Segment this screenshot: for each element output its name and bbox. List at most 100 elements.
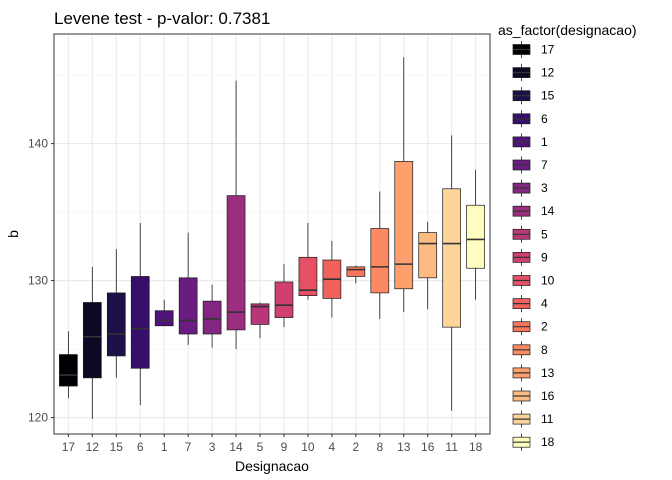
x-tick-label: 11 <box>445 440 458 454</box>
legend-item-18: 18 <box>512 433 555 451</box>
box-8 <box>370 191 390 319</box>
box-body <box>346 266 366 277</box>
legend-item-10: 10 <box>512 272 555 289</box>
legend-label: 12 <box>541 66 555 80</box>
box-17 <box>59 331 78 399</box>
x-tick-label: 8 <box>376 440 383 454</box>
box-body <box>418 232 438 279</box>
legend-label: 15 <box>541 89 555 103</box>
x-tick-label: 6 <box>137 440 144 454</box>
legend-item-17: 17 <box>512 41 555 58</box>
legend-label: 3 <box>541 181 548 195</box>
legend-item-12: 12 <box>512 64 555 82</box>
x-tick-label: 2 <box>353 440 360 454</box>
legend-item-8: 8 <box>512 341 548 359</box>
box-3 <box>202 284 222 348</box>
box-body <box>178 277 198 335</box>
box-body <box>82 302 102 379</box>
x-tick-label: 5 <box>257 440 264 454</box>
box-2 <box>346 265 366 284</box>
legend: as_factor(designacao) 171215617314591042… <box>498 22 637 451</box>
legend-item-7: 7 <box>512 156 548 174</box>
box-body <box>394 161 414 290</box>
box-body <box>202 300 222 335</box>
y-tick-label: 120 <box>28 411 48 425</box>
box-body <box>466 204 485 269</box>
legend-item-6: 6 <box>512 110 548 128</box>
box-10 <box>298 223 318 300</box>
box-body <box>154 310 174 327</box>
box-1 <box>154 299 174 327</box>
x-tick-label: 16 <box>421 440 435 454</box>
legend-item-9: 9 <box>512 248 548 266</box>
box-body <box>298 256 318 296</box>
legend-item-5: 5 <box>512 225 548 243</box>
y-tick-label: 130 <box>28 274 48 288</box>
x-tick-label: 12 <box>86 440 100 454</box>
legend-item-15: 15 <box>512 87 555 105</box>
x-axis: 17 12 15 6 1 7 3 14 5 9 10 4 2 8 13 16 11 18 <box>62 434 483 454</box>
box-15 <box>106 249 126 378</box>
legend-label: 18 <box>541 435 555 449</box>
legend-label: 2 <box>541 320 548 334</box>
legend-label: 1 <box>541 135 548 149</box>
y-axis: 120 130 140 <box>28 137 54 425</box>
box-11 <box>442 135 462 411</box>
legend-label: 6 <box>541 112 548 126</box>
box-body <box>59 354 78 387</box>
legend-label: 10 <box>541 274 555 288</box>
box-4 <box>322 240 342 318</box>
box-body <box>130 276 150 369</box>
legend-item-16: 16 <box>512 387 555 405</box>
x-axis-title: Designacao <box>235 458 309 474</box>
legend-item-4: 4 <box>512 295 548 313</box>
legend-title: as_factor(designacao) <box>498 22 637 38</box>
x-tick-label: 14 <box>229 440 243 454</box>
box-body <box>274 281 294 318</box>
plot-panel <box>53 33 491 435</box>
chart-title: Levene test - p-valor: 0.7381 <box>54 9 270 28</box>
box-body <box>442 188 462 328</box>
box-13 <box>394 57 414 313</box>
legend-label: 5 <box>541 227 548 241</box>
box-12 <box>82 266 102 419</box>
x-tick-label: 18 <box>469 440 483 454</box>
box-5 <box>250 302 270 339</box>
legend-item-3: 3 <box>512 179 548 197</box>
legend-label: 14 <box>541 204 555 218</box>
box-18 <box>466 169 485 300</box>
boxes-group <box>59 57 485 419</box>
legend-label: 17 <box>541 43 555 57</box>
box-6 <box>130 223 150 406</box>
legend-label: 9 <box>541 250 548 264</box>
box-body <box>370 228 390 294</box>
x-tick-label: 10 <box>301 440 315 454</box>
x-tick-label: 7 <box>185 440 192 454</box>
legend-item-14: 14 <box>512 202 555 220</box>
legend-label: 16 <box>541 389 555 403</box>
legend-label: 4 <box>541 297 548 311</box>
legend-item-13: 13 <box>512 364 555 382</box>
x-tick-label: 13 <box>397 440 411 454</box>
plot-panel-border <box>53 33 491 435</box>
y-tick-label: 140 <box>28 137 48 151</box>
x-tick-label: 4 <box>329 440 336 454</box>
box-7 <box>178 232 198 345</box>
legend-item-11: 11 <box>512 410 554 428</box>
box-9 <box>274 264 294 328</box>
x-tick-label: 9 <box>281 440 288 454</box>
x-tick-label: 3 <box>209 440 216 454</box>
box-14 <box>226 80 246 350</box>
legend-label: 13 <box>541 366 555 380</box>
box-16 <box>418 221 438 310</box>
legend-item-1: 1 <box>512 133 548 151</box>
box-body <box>250 303 270 325</box>
box-body <box>106 292 126 357</box>
legend-label: 11 <box>541 412 554 426</box>
legend-label: 8 <box>541 343 548 357</box>
x-tick-label: 15 <box>110 440 124 454</box>
y-axis-title: b <box>5 230 21 238</box>
x-tick-label: 1 <box>161 440 168 454</box>
legend-label: 7 <box>541 158 548 172</box>
